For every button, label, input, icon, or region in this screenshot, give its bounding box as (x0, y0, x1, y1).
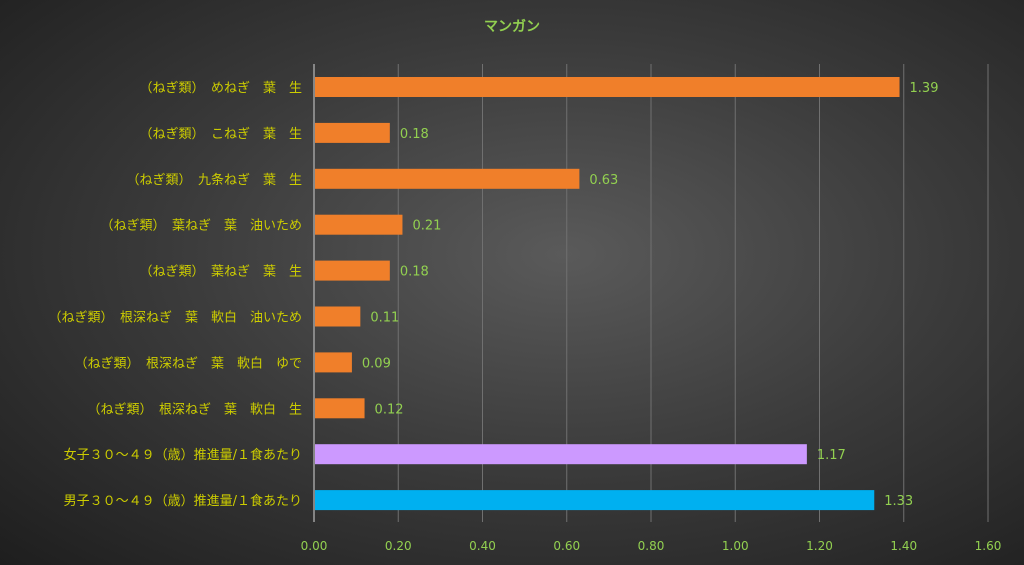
bar (315, 352, 352, 373)
bar (315, 260, 390, 281)
category-label: （ねぎ類） 根深ねぎ 葉 軟白 ゆで (74, 355, 302, 371)
x-tick-label: 0.40 (469, 539, 496, 553)
data-label: 0.09 (362, 356, 391, 371)
data-label: 0.63 (589, 173, 618, 188)
data-label: 1.33 (884, 494, 913, 509)
data-label: 0.11 (370, 311, 399, 326)
bar (315, 398, 365, 419)
x-tick-label: 1.40 (890, 539, 917, 553)
x-tick-label: 0.00 (301, 539, 328, 553)
category-label: （ねぎ類） めねぎ 葉 生 (139, 81, 302, 96)
data-label: 0.18 (400, 265, 429, 280)
category-label: （ねぎ類） 葉ねぎ 葉 油いため (100, 219, 302, 234)
data-label: 0.18 (400, 127, 429, 142)
category-label: （ねぎ類） 葉ねぎ 葉 生 (139, 265, 302, 280)
x-tick-label: 0.80 (638, 539, 665, 553)
bar (315, 306, 361, 327)
chart-title: マンガン (484, 19, 540, 35)
category-label: （ねぎ類） 根深ねぎ 葉 軟白 生 (87, 401, 302, 417)
category-label: 女子３０～４９（歳）推進量/１食あたり (64, 447, 302, 463)
bar (315, 77, 900, 97)
bar (315, 214, 403, 235)
data-label: 1.39 (910, 81, 939, 96)
x-tick-label: 0.60 (553, 539, 580, 553)
x-tick-label: 1.00 (722, 539, 749, 553)
category-label: （ねぎ類） 九条ねぎ 葉 生 (126, 172, 302, 188)
x-tick-label: 1.60 (975, 539, 1002, 553)
bar (315, 444, 807, 465)
x-tick-label: 0.20 (385, 539, 412, 553)
data-label: 0.12 (375, 402, 404, 417)
bar (315, 490, 875, 511)
category-label: （ねぎ類） こねぎ 葉 生 (139, 127, 302, 142)
data-label: 1.17 (817, 448, 846, 463)
bar (315, 168, 580, 189)
category-label: 男子３０～４９（歳）推進量/１食あたり (64, 493, 302, 509)
x-tick-label: 1.20 (806, 539, 833, 553)
category-label: （ねぎ類） 根深ねぎ 葉 軟白 油いため (48, 310, 302, 326)
data-label: 0.21 (412, 219, 441, 234)
bar (315, 122, 390, 143)
